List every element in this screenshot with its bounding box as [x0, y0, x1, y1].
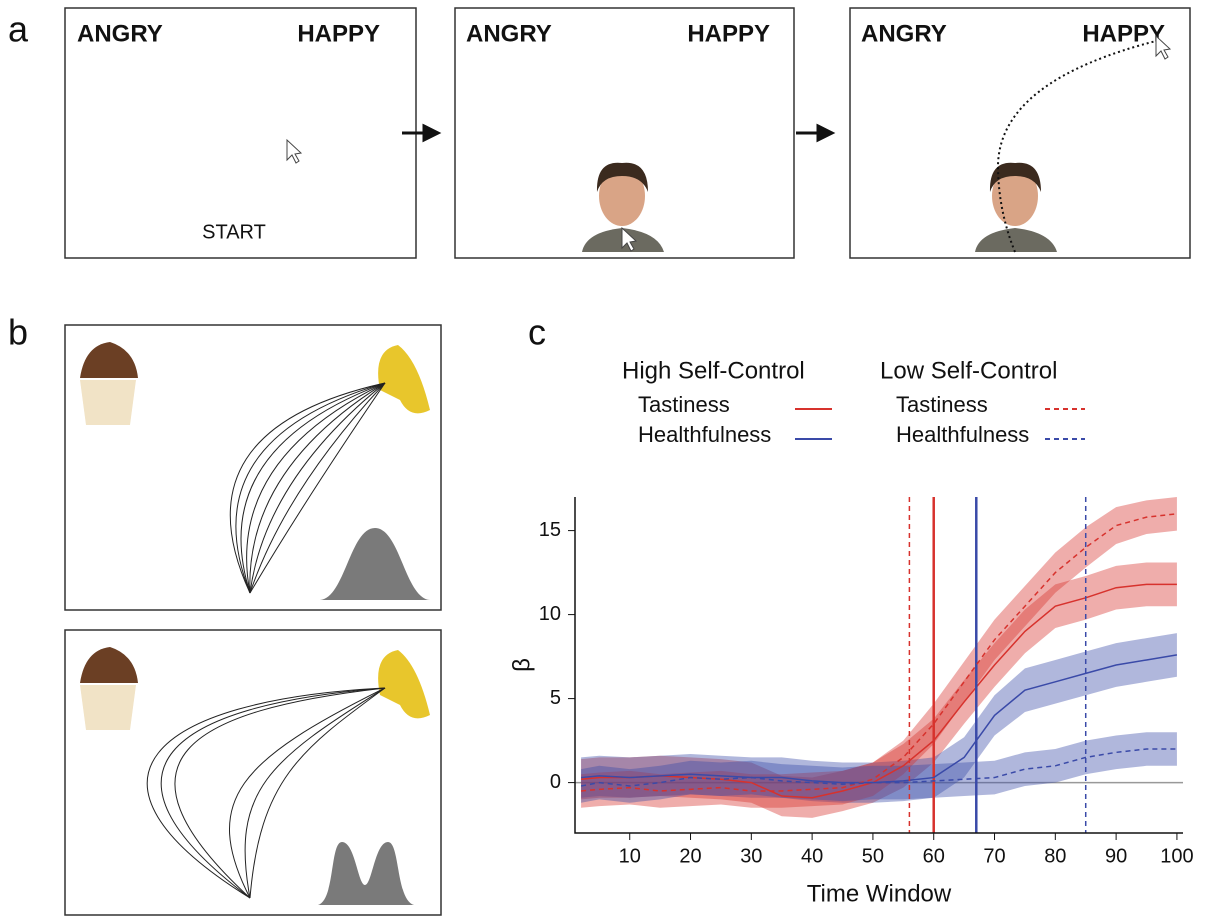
cursor [286, 138, 303, 164]
response-right: HAPPY [1082, 20, 1165, 47]
start-button: START [202, 221, 266, 243]
legend-group-title: High Self-Control [622, 357, 805, 384]
cursor [621, 226, 638, 252]
panel-label: b [8, 312, 28, 353]
y-axis-label: β [508, 658, 535, 672]
screen [64, 7, 417, 259]
screen [454, 7, 795, 259]
arrow [402, 123, 442, 143]
panel-label: c [528, 312, 546, 353]
x-tick-label: 100 [1160, 845, 1193, 867]
response-left: ANGRY [77, 20, 163, 47]
chart: 0 5 10 15 10 20 30 40 50 60 70 80 90 100 Time Window β H… [508, 357, 1193, 907]
y-tick-label: 15 [539, 519, 561, 541]
arrow [796, 123, 836, 143]
legend-group-title: Low Self-Control [880, 357, 1057, 384]
y-tick-label: 5 [550, 687, 561, 709]
x-tick-label: 70 [983, 845, 1005, 867]
legend-label: Tastiness [638, 392, 730, 417]
legend-label: Healthfulness [896, 422, 1029, 447]
series-line [580, 748, 1177, 787]
x-axis-label: Time Window [807, 880, 952, 907]
axes [574, 497, 1183, 834]
face [975, 162, 1057, 252]
series-line [581, 654, 1178, 784]
y-tick-label: 0 [550, 771, 561, 793]
response-left: ANGRY [466, 20, 552, 47]
trial-screen [64, 324, 442, 611]
legend-label: Tastiness [896, 392, 988, 417]
x-tick-label: 60 [923, 845, 945, 867]
response-right: HAPPY [687, 20, 770, 47]
confidence-band [581, 732, 1177, 803]
trial-screen [64, 629, 442, 916]
x-tick-label: 50 [862, 845, 884, 867]
x-tick-label: 90 [1105, 845, 1127, 867]
x-tick-label: 20 [679, 845, 701, 867]
confidence-band [581, 562, 1177, 818]
response-left: ANGRY [861, 20, 947, 47]
x-tick-label: 40 [801, 845, 823, 867]
x-tick-label: 10 [619, 845, 641, 867]
response-right: HAPPY [297, 20, 380, 47]
y-tick-label: 10 [539, 603, 561, 625]
legend-label: Healthfulness [638, 422, 771, 447]
cursor [1155, 34, 1172, 60]
x-tick-label: 30 [740, 845, 762, 867]
series-line [581, 513, 1178, 792]
confidence-band [581, 633, 1177, 803]
panel-label: a [8, 9, 29, 50]
x-tick-label: 80 [1044, 845, 1066, 867]
trajectory [996, 39, 1161, 253]
